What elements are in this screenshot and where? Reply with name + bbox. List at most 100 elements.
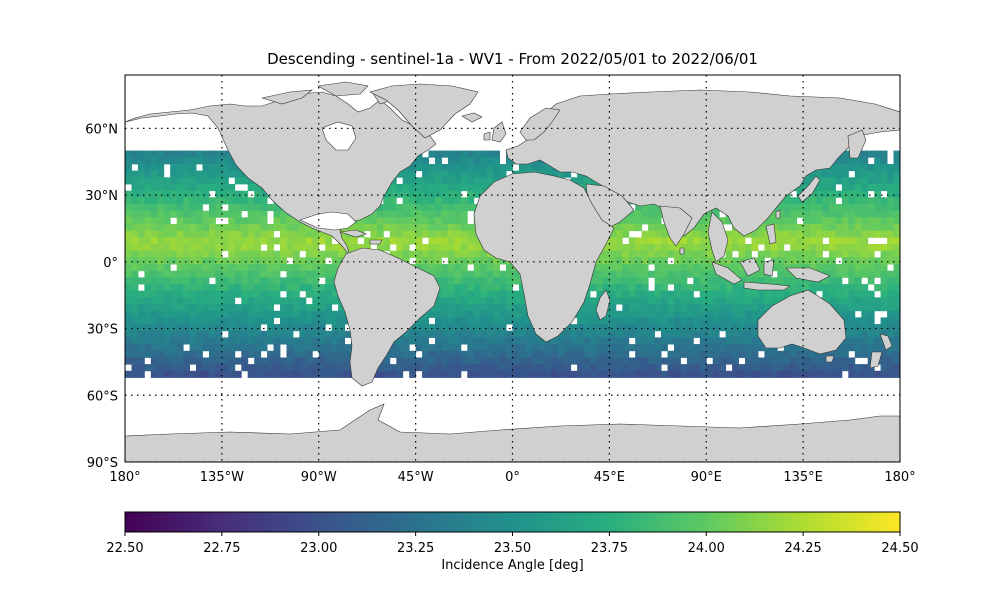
data-cell <box>396 210 404 218</box>
data-cell <box>170 344 178 352</box>
data-cell <box>829 230 836 238</box>
data-cell <box>409 170 417 178</box>
graticule <box>125 75 900 462</box>
data-cell <box>725 350 733 358</box>
data-cell <box>137 244 145 252</box>
data-cell <box>144 364 152 372</box>
data-cell <box>144 290 152 298</box>
data-cell <box>305 237 313 245</box>
data-cell <box>215 257 223 265</box>
data-cell <box>202 297 210 305</box>
data-cell <box>338 337 345 345</box>
data-cell <box>635 297 643 305</box>
data-cell <box>137 150 145 158</box>
data-cell <box>887 177 894 185</box>
data-cell <box>454 237 462 245</box>
data-cell <box>880 230 888 238</box>
data-cell <box>125 264 132 272</box>
data-cell <box>473 297 481 305</box>
data-cell <box>628 210 636 218</box>
data-cell <box>854 177 862 185</box>
data-cell <box>641 357 649 365</box>
data-cell <box>292 257 300 265</box>
data-cell <box>163 224 171 232</box>
data-cell <box>331 357 339 365</box>
data-cell <box>183 317 190 325</box>
data-cell <box>686 270 694 278</box>
data-cell <box>809 364 817 372</box>
data-cell <box>654 270 662 278</box>
data-cell <box>209 364 216 372</box>
data-cell <box>628 237 636 245</box>
data-cell <box>125 277 132 285</box>
data-cell <box>615 350 623 358</box>
data-cell <box>409 204 417 212</box>
data-cell <box>861 297 869 305</box>
data-cell <box>583 177 591 185</box>
data-cell <box>486 310 494 318</box>
data-cell <box>874 244 882 252</box>
data-cell <box>447 190 455 198</box>
latitude-tick-label: 90°S <box>87 456 118 471</box>
data-cell <box>486 277 494 285</box>
data-cell <box>602 244 610 252</box>
data-cell <box>422 224 429 232</box>
data-cell <box>829 297 836 305</box>
data-cell <box>260 190 268 198</box>
data-cell <box>435 197 442 205</box>
data-cell <box>848 297 856 305</box>
data-cell <box>712 284 720 292</box>
data-cell <box>286 350 294 358</box>
data-cell <box>428 357 436 365</box>
data-cell <box>602 344 610 352</box>
data-cell <box>383 224 391 232</box>
data-cell <box>525 317 533 325</box>
data-cell <box>273 250 281 258</box>
data-cell <box>887 304 894 312</box>
data-cell <box>157 150 165 158</box>
data-cell <box>519 290 526 298</box>
data-cell <box>131 357 139 365</box>
data-cell <box>454 304 462 312</box>
data-cell <box>428 164 436 172</box>
data-cell <box>299 224 307 232</box>
data-cell <box>376 224 384 232</box>
data-cell <box>196 250 203 258</box>
data-cell <box>441 364 449 372</box>
data-cell <box>131 290 139 298</box>
data-cell <box>699 297 707 305</box>
data-cell <box>331 310 339 318</box>
data-cell <box>409 217 417 225</box>
data-cell <box>751 370 759 378</box>
data-cell <box>796 370 804 378</box>
data-cell <box>189 190 197 198</box>
data-cell <box>667 277 675 285</box>
data-cell <box>144 190 152 198</box>
data-cell <box>577 317 584 325</box>
data-cell <box>493 304 500 312</box>
data-cell <box>861 244 869 252</box>
data-cell <box>428 330 436 338</box>
data-cell <box>480 357 488 365</box>
data-cell <box>473 364 481 372</box>
data-cell <box>861 230 869 238</box>
data-cell <box>790 204 798 212</box>
data-cell <box>738 350 746 358</box>
data-cell <box>338 370 345 378</box>
data-cell <box>609 317 617 325</box>
data-cell <box>693 250 701 258</box>
data-cell <box>699 277 707 285</box>
data-cell <box>454 150 462 158</box>
data-cell <box>751 324 759 332</box>
data-cell <box>590 344 597 352</box>
data-cell <box>480 304 488 312</box>
data-cell <box>499 350 507 358</box>
data-cell <box>144 317 152 325</box>
data-cell <box>196 330 203 338</box>
data-cell <box>622 364 630 372</box>
data-cell <box>506 270 513 278</box>
data-cell <box>273 284 281 292</box>
data-cell <box>693 264 701 272</box>
data-cell <box>176 184 184 192</box>
data-cell <box>376 210 384 218</box>
